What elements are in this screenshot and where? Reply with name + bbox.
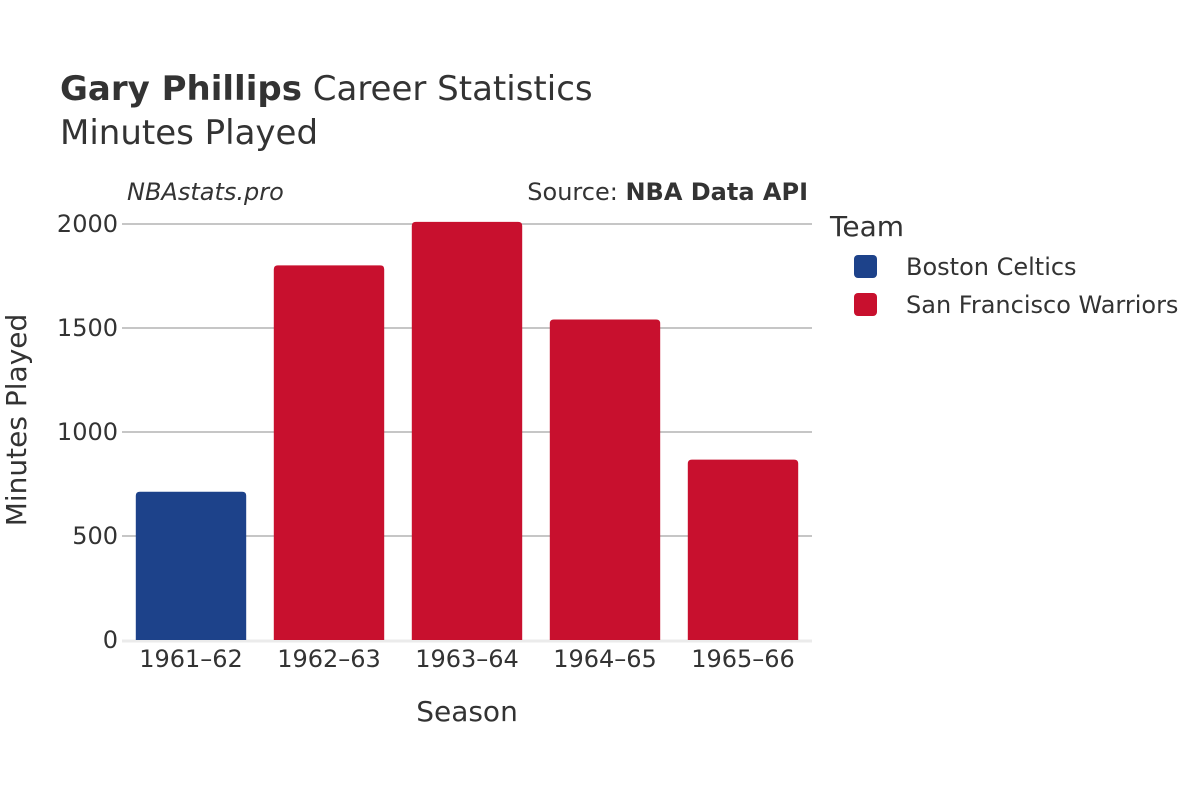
y-axis-label: Minutes Played — [0, 314, 33, 527]
bar-1964–65 — [549, 319, 661, 640]
y-tick-label: 500 — [72, 522, 118, 550]
bars — [135, 221, 799, 641]
bar-1963–64 — [411, 221, 523, 641]
y-tick-label: 1000 — [57, 418, 118, 446]
legend-swatch — [854, 293, 877, 316]
bar-1965–66 — [687, 459, 799, 640]
y-axis-ticks: 0 500 1000 1500 2000 — [57, 210, 118, 654]
legend: Boston Celtics San Francisco Warriors — [854, 253, 1178, 319]
chart-title-rest: Career Statistics — [302, 69, 593, 109]
x-tick-label: 1965–66 — [691, 645, 795, 673]
x-tick-label: 1963–64 — [415, 645, 519, 673]
y-tick-label: 1500 — [57, 314, 118, 342]
legend-label: San Francisco Warriors — [906, 291, 1178, 319]
x-axis-label: Season — [416, 695, 518, 728]
legend-title: Team — [829, 210, 904, 243]
x-tick-label: 1964–65 — [553, 645, 657, 673]
chart-title-bold: Gary Phillips — [60, 69, 302, 109]
x-tick-label: 1962–63 — [277, 645, 381, 673]
x-tick-label: 1961–62 — [139, 645, 243, 673]
site-attribution: NBAstats.pro — [127, 178, 284, 206]
legend-label: Boston Celtics — [906, 253, 1077, 281]
chart-subtitle: Minutes Played — [60, 113, 318, 153]
source-prefix: Source: — [527, 178, 625, 206]
y-tick-label: 0 — [103, 626, 118, 654]
y-tick-label: 2000 — [57, 210, 118, 238]
bar-1961–62 — [135, 491, 247, 640]
bar-1962–63 — [273, 265, 385, 640]
x-axis-ticks: 1961–62 1962–63 1963–64 1964–65 1965–66 — [139, 645, 795, 673]
source-name: NBA Data API — [625, 178, 808, 206]
source-attribution: Source: NBA Data API — [527, 178, 808, 206]
legend-swatch — [854, 255, 877, 278]
chart-title: Gary Phillips Career Statistics — [60, 69, 593, 109]
